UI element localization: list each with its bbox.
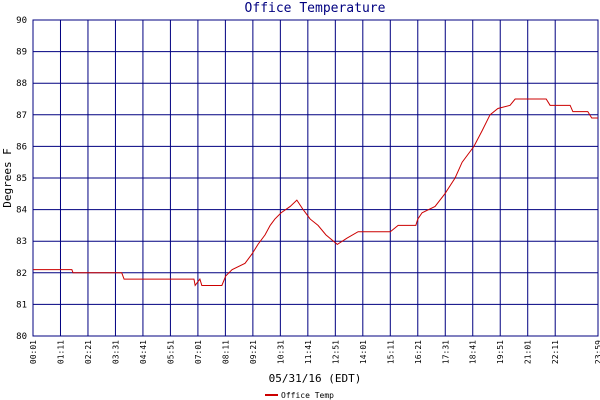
- x-tick-label: 07:01: [194, 340, 203, 364]
- y-tick-label: 90: [16, 16, 27, 26]
- x-axis-title: 05/31/16 (EDT): [269, 372, 362, 385]
- x-tick-label: 02:21: [84, 340, 93, 364]
- x-tick-label: 18:41: [469, 340, 478, 364]
- y-axis-title: Degrees F: [1, 148, 14, 208]
- y-tick-label: 80: [16, 332, 27, 342]
- x-tick-label: 10:31: [276, 340, 285, 364]
- y-tick-label: 82: [16, 269, 27, 279]
- x-tick-label: 16:21: [414, 340, 423, 364]
- x-tick-label: 21:01: [524, 340, 533, 364]
- y-tick-label: 89: [16, 48, 27, 58]
- x-tick-label: 17:31: [441, 340, 450, 364]
- y-tick-label: 87: [16, 111, 27, 121]
- x-tick-label: 11:41: [304, 340, 313, 364]
- x-tick-label: 22:11: [551, 340, 560, 364]
- x-tick-label: 05:51: [166, 340, 175, 364]
- y-tick-label: 84: [16, 206, 27, 216]
- x-tick-label: 00:01: [29, 340, 38, 364]
- y-tick-label: 83: [16, 237, 27, 247]
- x-tick-label: 01:11: [56, 340, 65, 364]
- y-tick-label: 81: [16, 300, 27, 310]
- data-line: [33, 98, 598, 287]
- x-tick-label: 23:59: [594, 340, 600, 364]
- x-tick-label: 08:11: [221, 340, 230, 364]
- x-tick-label: 04:41: [139, 340, 148, 364]
- x-tick-label: 14:01: [359, 340, 368, 364]
- y-tick-label: 88: [16, 79, 27, 89]
- x-tick-label: 12:51: [331, 340, 340, 364]
- y-tick-label: 85: [16, 174, 27, 184]
- x-tick-label: 19:51: [496, 340, 505, 364]
- chart-title: Office Temperature: [245, 1, 386, 16]
- x-tick-label: 09:21: [249, 340, 258, 364]
- y-tick-label: 86: [16, 142, 27, 152]
- x-tick-label: 03:31: [111, 340, 120, 364]
- x-tick-label: 15:11: [386, 340, 395, 364]
- legend-label: Office Temp: [281, 391, 334, 400]
